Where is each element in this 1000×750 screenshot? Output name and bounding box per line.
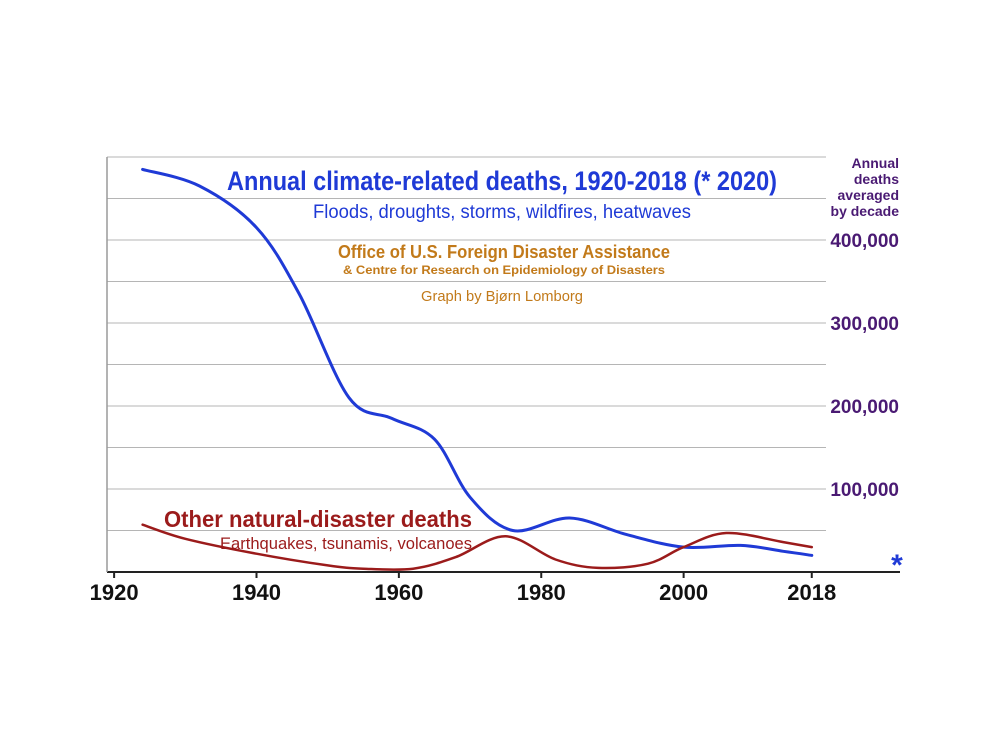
y-axis-label-line: averaged (838, 187, 899, 203)
source-line-2: & Centre for Research on Epidemiology of… (343, 263, 665, 277)
x-tick-label: 2000 (659, 580, 708, 605)
y-axis-label-line: Annual (852, 155, 899, 171)
source-line-1: Office of U.S. Foreign Disaster Assistan… (338, 242, 670, 262)
climate-series-title: Annual climate-related deaths, 1920-2018… (227, 166, 777, 196)
y-tick-label: 100,000 (830, 480, 899, 501)
x-tick-label: 1940 (232, 580, 281, 605)
climate-deaths-line (141, 167, 814, 557)
climate-series-subtitle: Floods, droughts, storms, wildfires, hea… (313, 202, 691, 223)
x-tick-label: 1920 (90, 580, 139, 605)
series-lines (141, 167, 814, 571)
y-tick-label: 400,000 (830, 231, 899, 252)
x-tick-label: 2018 (787, 580, 836, 605)
y-tick-label: 200,000 (830, 397, 899, 418)
y-axis-label-line: by decade (831, 203, 900, 219)
other-series-subtitle: Earthquakes, tsunamis, volcanoes (220, 534, 472, 553)
y-axis-label-line: deaths (854, 171, 899, 187)
other-deaths-line (141, 523, 814, 571)
graph-credit: Graph by Bjørn Lomborg (421, 288, 583, 305)
axes (106, 157, 900, 573)
x-tick-label: 1960 (374, 580, 423, 605)
y-tick-labels: 100,000 200,000 300,000 400,000 (830, 231, 899, 501)
x-tick-label: 1980 (517, 580, 566, 605)
asterisk-2020-marker: * (891, 549, 903, 582)
x-tick-labels: 1920 1940 1960 1980 2000 2018 (90, 572, 836, 605)
y-tick-label: 300,000 (830, 314, 899, 335)
grid-lines (107, 156, 826, 531)
other-series-title: Other natural-disaster deaths (164, 506, 472, 532)
y-axis-label: Annual deaths averaged by decade (831, 155, 900, 219)
